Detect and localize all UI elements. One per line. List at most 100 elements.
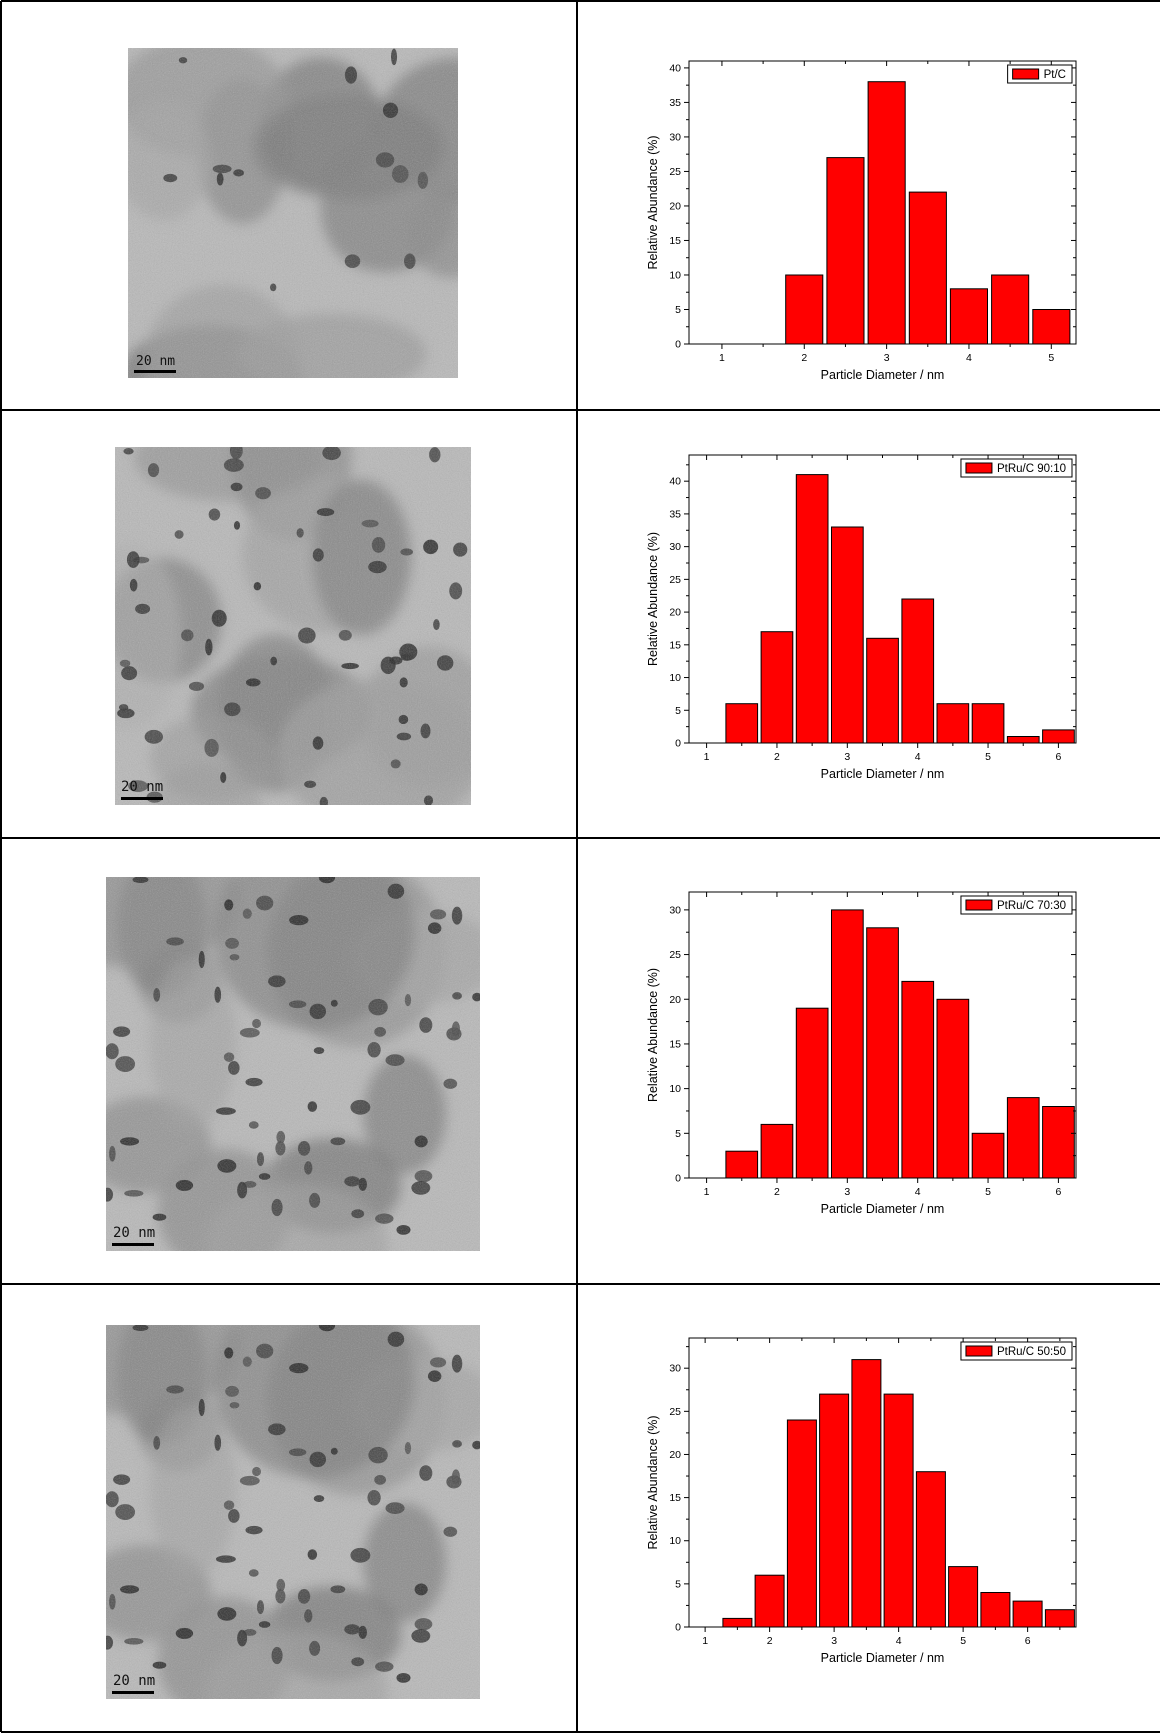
histogram-bar (760, 1123, 794, 1179)
y-tick-label: 35 (669, 508, 681, 520)
histogram-bar (866, 927, 899, 1179)
histogram-bar (948, 1566, 979, 1628)
scale-bar-label: 20 nm (113, 1673, 156, 1689)
x-axis-label: Particle Diameter / nm (821, 1651, 945, 1665)
histogram-bar (725, 1150, 759, 1179)
legend-swatch (965, 1345, 993, 1357)
histogram-bar (760, 631, 794, 744)
histogram-bar (949, 288, 988, 345)
y-tick-label: 5 (675, 1128, 681, 1140)
x-tick-label: 2 (767, 1635, 773, 1647)
x-tick-label: 1 (704, 751, 710, 763)
x-tick-label: 2 (801, 352, 807, 364)
y-tick-label: 30 (669, 541, 681, 553)
histogram-bar (1042, 1106, 1075, 1179)
y-tick-label: 0 (675, 339, 681, 351)
histogram-bar (867, 81, 906, 345)
x-tick-label: 2 (774, 751, 780, 763)
histogram-bar (754, 1574, 785, 1628)
y-axis-label: Relative Abundance (%) (646, 1415, 660, 1549)
histogram-bar (1042, 729, 1075, 744)
histogram-bar (831, 526, 864, 744)
y-tick-label: 35 (669, 97, 681, 109)
y-tick-label: 20 (669, 200, 681, 212)
y-tick-label: 15 (669, 1492, 681, 1504)
x-tick-label: 1 (704, 1186, 710, 1198)
y-tick-label: 25 (669, 1406, 681, 1418)
scale-bar-label: 20 nm (136, 354, 176, 369)
histogram-bar (1006, 1097, 1040, 1179)
legend-swatch (965, 899, 993, 911)
y-tick-label: 0 (675, 1622, 681, 1634)
histogram-bar (819, 1393, 850, 1628)
x-axis-label: Particle Diameter / nm (821, 1202, 945, 1216)
histogram-ptru-70-30: 0 5 10 15 20 25 30 1 2 3 4 5 6 Particle Diameter / nm… (609, 882, 1096, 1228)
x-tick-label: 6 (1055, 1186, 1061, 1198)
histogram-ptru-90-10: 0 5 10 15 20 25 30 35 40 1 2 3 4 5 6 Particle Diameter … (609, 445, 1096, 793)
y-tick-label: 20 (669, 607, 681, 619)
plot-frame (688, 1337, 1077, 1628)
x-tick-label: 4 (915, 751, 921, 763)
legend-label: PtRu/C 70:30 (997, 900, 1066, 912)
histogram-bar (915, 1471, 946, 1628)
x-tick-label: 3 (831, 1635, 837, 1647)
legend-label: PtRu/C 90:10 (997, 463, 1066, 475)
y-tick-label: 5 (675, 705, 681, 717)
y-tick-label: 25 (669, 166, 681, 178)
tem-image-ptru-90-10: 20 nm (115, 447, 471, 805)
histogram-bar (901, 980, 935, 1179)
x-tick-label: 3 (844, 1186, 850, 1198)
x-tick-label: 5 (985, 1186, 991, 1198)
y-tick-label: 15 (669, 1038, 681, 1050)
y-tick-label: 10 (669, 1083, 681, 1095)
legend-swatch (965, 462, 993, 474)
y-tick-label: 30 (669, 904, 681, 916)
x-tick-label: 5 (1048, 352, 1054, 364)
y-axis-label: Relative Abundance (%) (646, 135, 660, 269)
histogram-bar (971, 703, 1005, 744)
histogram-bar (866, 637, 899, 744)
tem-image-pt-c: 20 nm (128, 48, 458, 378)
legend-swatch (1012, 68, 1040, 80)
legend-label: PtRu/C 50:50 (997, 1346, 1066, 1358)
y-tick-label: 15 (669, 639, 681, 651)
histogram-bar (908, 191, 947, 345)
histogram-bar (725, 703, 759, 744)
histogram-bar (1044, 1609, 1075, 1628)
plot-frame (688, 60, 1077, 345)
y-tick-label: 15 (669, 235, 681, 247)
y-tick-label: 10 (669, 672, 681, 684)
histogram-bar (971, 1132, 1005, 1179)
histogram-bar (795, 1007, 829, 1179)
tem-image-ptru-70-30: 20 nm (106, 877, 480, 1251)
y-tick-label: 10 (669, 269, 681, 281)
y-tick-label: 20 (669, 994, 681, 1006)
y-tick-label: 30 (669, 131, 681, 143)
histogram-bar (1012, 1600, 1043, 1628)
x-axis-label: Particle Diameter / nm (821, 767, 945, 781)
tem-image-ptru-50-50: 20 nm (106, 1325, 480, 1699)
histogram-pt-c: 0 5 10 15 20 25 30 35 40 1 2 3 4 5 Particle Diameter /… (609, 51, 1096, 394)
y-tick-label: 40 (669, 476, 681, 488)
x-tick-label: 6 (1025, 1635, 1031, 1647)
histogram-bar (883, 1393, 914, 1628)
x-tick-label: 4 (915, 1186, 921, 1198)
y-tick-label: 30 (669, 1363, 681, 1375)
histogram-bar (901, 598, 935, 744)
histogram-bar (1006, 736, 1040, 744)
y-tick-label: 5 (675, 1578, 681, 1590)
y-tick-label: 5 (675, 304, 681, 316)
scale-bar-label: 20 nm (121, 779, 164, 795)
y-tick-label: 20 (669, 1449, 681, 1461)
x-tick-label: 1 (719, 352, 725, 364)
y-tick-label: 25 (669, 949, 681, 961)
histogram-bar (851, 1359, 882, 1628)
histogram-bar (785, 274, 824, 345)
x-tick-label: 4 (966, 352, 972, 364)
x-axis-label: Particle Diameter / nm (821, 368, 945, 382)
histogram-ptru-50-50: 0 5 10 15 20 25 30 1 2 3 4 5 6 Particle Diameter / nm… (609, 1328, 1096, 1677)
histogram-bar (722, 1617, 753, 1628)
y-tick-label: 0 (675, 738, 681, 750)
histogram-bar (826, 157, 865, 345)
y-tick-label: 40 (669, 62, 681, 74)
